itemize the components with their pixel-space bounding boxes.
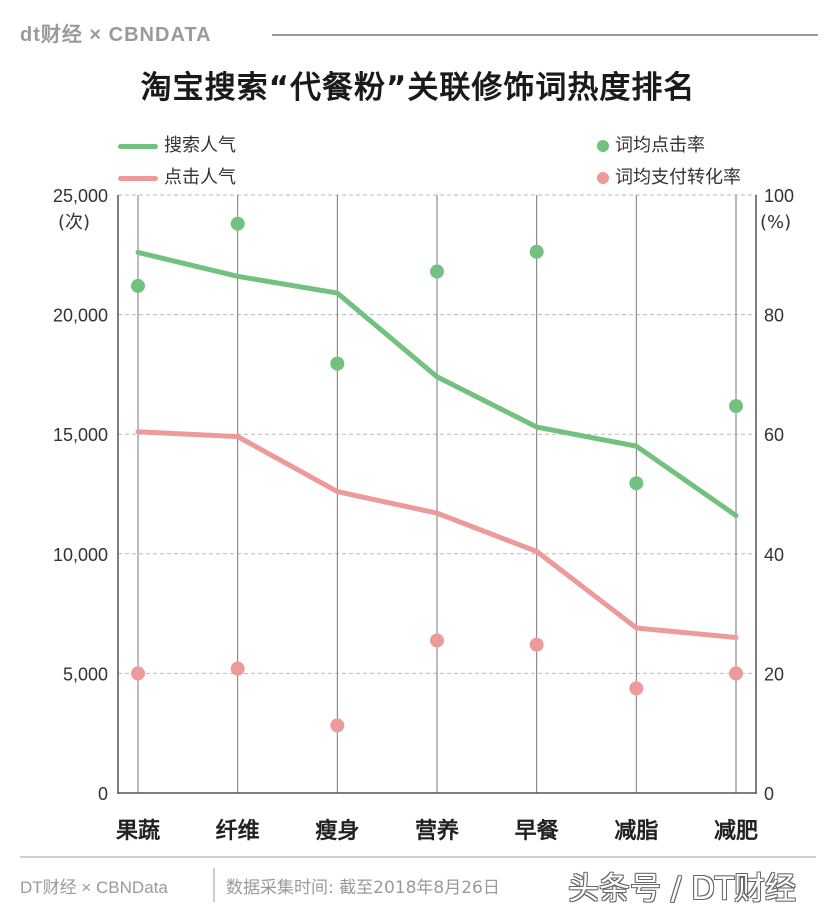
footer-note: 数据采集时间: 截至2018年8月26日 [226,878,500,898]
footer-rule [20,856,816,858]
series-point [230,216,245,231]
legend-label-conversion: 词均支付转化率 [615,167,741,188]
y-right-tick-label: 80 [764,306,784,326]
chart-title: 淘宝搜索“代餐粉”关联修饰词热度排名 [140,70,696,106]
y-right-tick-label: 0 [764,784,774,804]
legend-click-popularity: 点击人气 [118,163,236,189]
legend-conversion: 词均支付转化率 [597,163,741,189]
series-line [135,429,739,641]
y-right-tick-label: 100 [764,186,794,206]
y-left-tick-label: 10,000 [53,545,108,565]
x-tick-label: 减脂 [614,818,658,844]
y-left-tick-label: 0 [98,784,108,804]
header-rule [272,34,818,36]
legend-label-click: 点击人气 [164,167,236,188]
footer-separator [213,868,215,902]
x-tick-label: 果蔬 [116,819,160,844]
x-tick-label: 纤维 [216,818,260,844]
x-tick-label: 瘦身 [315,818,359,844]
x-tick-label: 减肥 [714,818,758,844]
legend-line-green [118,143,158,149]
y-left-tick-label: 15,000 [53,425,108,445]
y-right-tick-label: 40 [764,545,784,565]
x-tick-label: 营养 [415,818,459,844]
header: dt财经 × CBNDATA [0,0,836,60]
series-point [729,666,743,681]
legend-ctr: 词均点击率 [597,131,705,157]
x-tick-label: 早餐 [515,819,560,844]
y-left-unit-label: (次) [58,212,90,233]
series-point [131,666,145,681]
legend-dot-pink [597,172,609,184]
y-right-unit-label: (%) [760,212,791,233]
legend-line-pink [118,175,158,181]
y-left-tick-label: 20,000 [53,306,108,326]
series-point [330,718,345,733]
series-point [529,637,544,652]
legend-label-search: 搜索人气 [164,135,236,156]
y-right-tick-label: 20 [764,664,784,684]
y-left-tick-label: 25,000 [53,186,108,206]
series-point [430,264,444,279]
series-point [230,661,245,676]
brand-logo: dt财经 × CBNDATA [20,24,212,46]
series-point [629,681,644,696]
series-point [131,278,145,293]
legend-search-popularity: 搜索人气 [118,131,236,157]
series-line [135,249,739,519]
legend-dot-green [597,140,609,152]
series-point [430,633,444,648]
footer-source: DT财经 × CBNData [20,878,168,897]
watermark: 头条号 / DT财经 [568,871,796,907]
series-point [529,244,544,259]
legend-label-ctr: 词均点击率 [615,135,705,156]
series-point [729,399,743,414]
y-left-tick-label: 5,000 [63,664,108,684]
y-right-tick-label: 60 [764,425,784,445]
series-point [629,476,644,491]
series-point [330,356,345,371]
